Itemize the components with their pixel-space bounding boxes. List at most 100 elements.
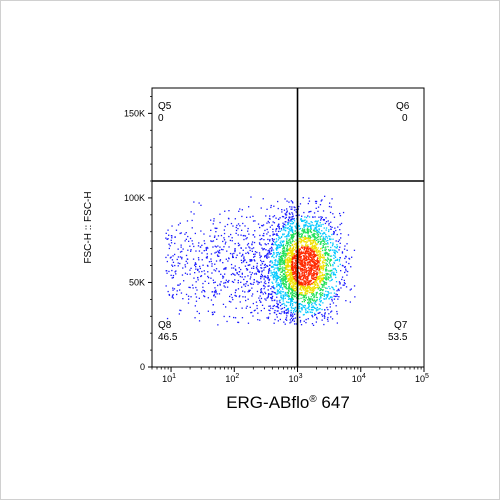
data-point — [306, 289, 308, 292]
data-point — [303, 287, 305, 289]
data-point — [242, 249, 244, 251]
data-point — [274, 241, 276, 244]
data-point — [287, 252, 289, 254]
data-point — [327, 316, 329, 319]
data-point — [335, 281, 338, 283]
data-point — [291, 280, 293, 282]
data-point — [297, 277, 300, 279]
data-point — [281, 282, 283, 285]
data-point — [268, 222, 270, 224]
data-point — [323, 232, 325, 234]
data-point — [237, 242, 240, 244]
data-point — [290, 299, 292, 302]
data-point — [264, 263, 266, 266]
data-point — [311, 289, 313, 291]
data-point — [283, 302, 285, 305]
data-point — [288, 289, 290, 291]
data-point — [309, 252, 311, 254]
data-point — [314, 260, 317, 262]
data-point — [295, 283, 297, 285]
data-point — [333, 272, 335, 275]
data-point — [312, 292, 314, 294]
data-point — [316, 234, 319, 236]
data-point — [304, 231, 306, 233]
data-point — [242, 290, 244, 292]
data-point — [321, 278, 324, 280]
data-point — [319, 251, 322, 253]
data-point — [312, 258, 314, 261]
data-point — [288, 201, 290, 203]
data-point — [213, 236, 216, 238]
data-point — [295, 253, 297, 256]
data-point — [295, 251, 297, 253]
data-point — [281, 245, 283, 247]
data-point — [313, 232, 316, 235]
data-point — [277, 268, 279, 270]
data-point — [284, 252, 286, 254]
data-point — [313, 270, 315, 272]
data-point — [308, 305, 311, 307]
data-point — [317, 241, 319, 243]
data-point — [287, 286, 290, 288]
data-point — [294, 310, 297, 313]
data-point — [316, 284, 318, 287]
data-point — [181, 250, 183, 253]
data-point — [276, 246, 279, 248]
data-point — [249, 282, 252, 285]
data-point — [266, 265, 269, 267]
data-point — [310, 236, 312, 238]
data-point — [219, 221, 221, 224]
data-point — [268, 269, 271, 271]
data-point — [331, 245, 334, 247]
data-point — [345, 261, 347, 263]
data-point — [175, 270, 177, 272]
data-point — [331, 233, 333, 236]
data-point — [319, 308, 321, 310]
data-point — [278, 268, 280, 270]
data-point — [236, 224, 238, 227]
data-point — [300, 283, 302, 285]
data-point — [278, 283, 281, 285]
data-point — [317, 277, 319, 280]
data-point — [210, 260, 212, 263]
data-point — [313, 299, 316, 301]
data-point — [207, 277, 210, 279]
data-point — [313, 264, 315, 266]
data-point — [282, 277, 284, 279]
data-point — [204, 242, 206, 245]
data-point — [273, 271, 275, 273]
data-point — [345, 300, 347, 302]
data-point — [305, 268, 307, 270]
data-point — [237, 223, 240, 225]
data-point — [293, 268, 295, 270]
data-point — [305, 216, 308, 219]
data-point — [336, 259, 338, 261]
data-point — [267, 254, 269, 256]
data-point — [284, 278, 286, 280]
data-point — [234, 218, 236, 220]
data-point — [235, 229, 238, 232]
data-point — [288, 274, 291, 276]
data-point — [190, 250, 192, 252]
data-point — [321, 289, 323, 291]
quadrant-name: Q5 — [158, 101, 172, 112]
data-point — [286, 288, 288, 290]
data-point — [326, 274, 328, 276]
data-point — [339, 257, 341, 259]
data-point — [236, 254, 238, 256]
data-point — [197, 257, 200, 259]
data-point — [316, 226, 318, 228]
data-point — [299, 240, 301, 243]
data-point — [308, 240, 310, 242]
data-point — [265, 292, 267, 295]
data-point — [306, 275, 308, 277]
data-point — [275, 264, 277, 266]
data-point — [309, 229, 312, 231]
data-point — [282, 288, 284, 290]
data-point — [304, 295, 306, 297]
data-point — [279, 318, 281, 321]
data-point — [298, 253, 300, 255]
data-point — [322, 278, 325, 280]
data-point — [333, 295, 335, 297]
data-point — [274, 267, 276, 269]
